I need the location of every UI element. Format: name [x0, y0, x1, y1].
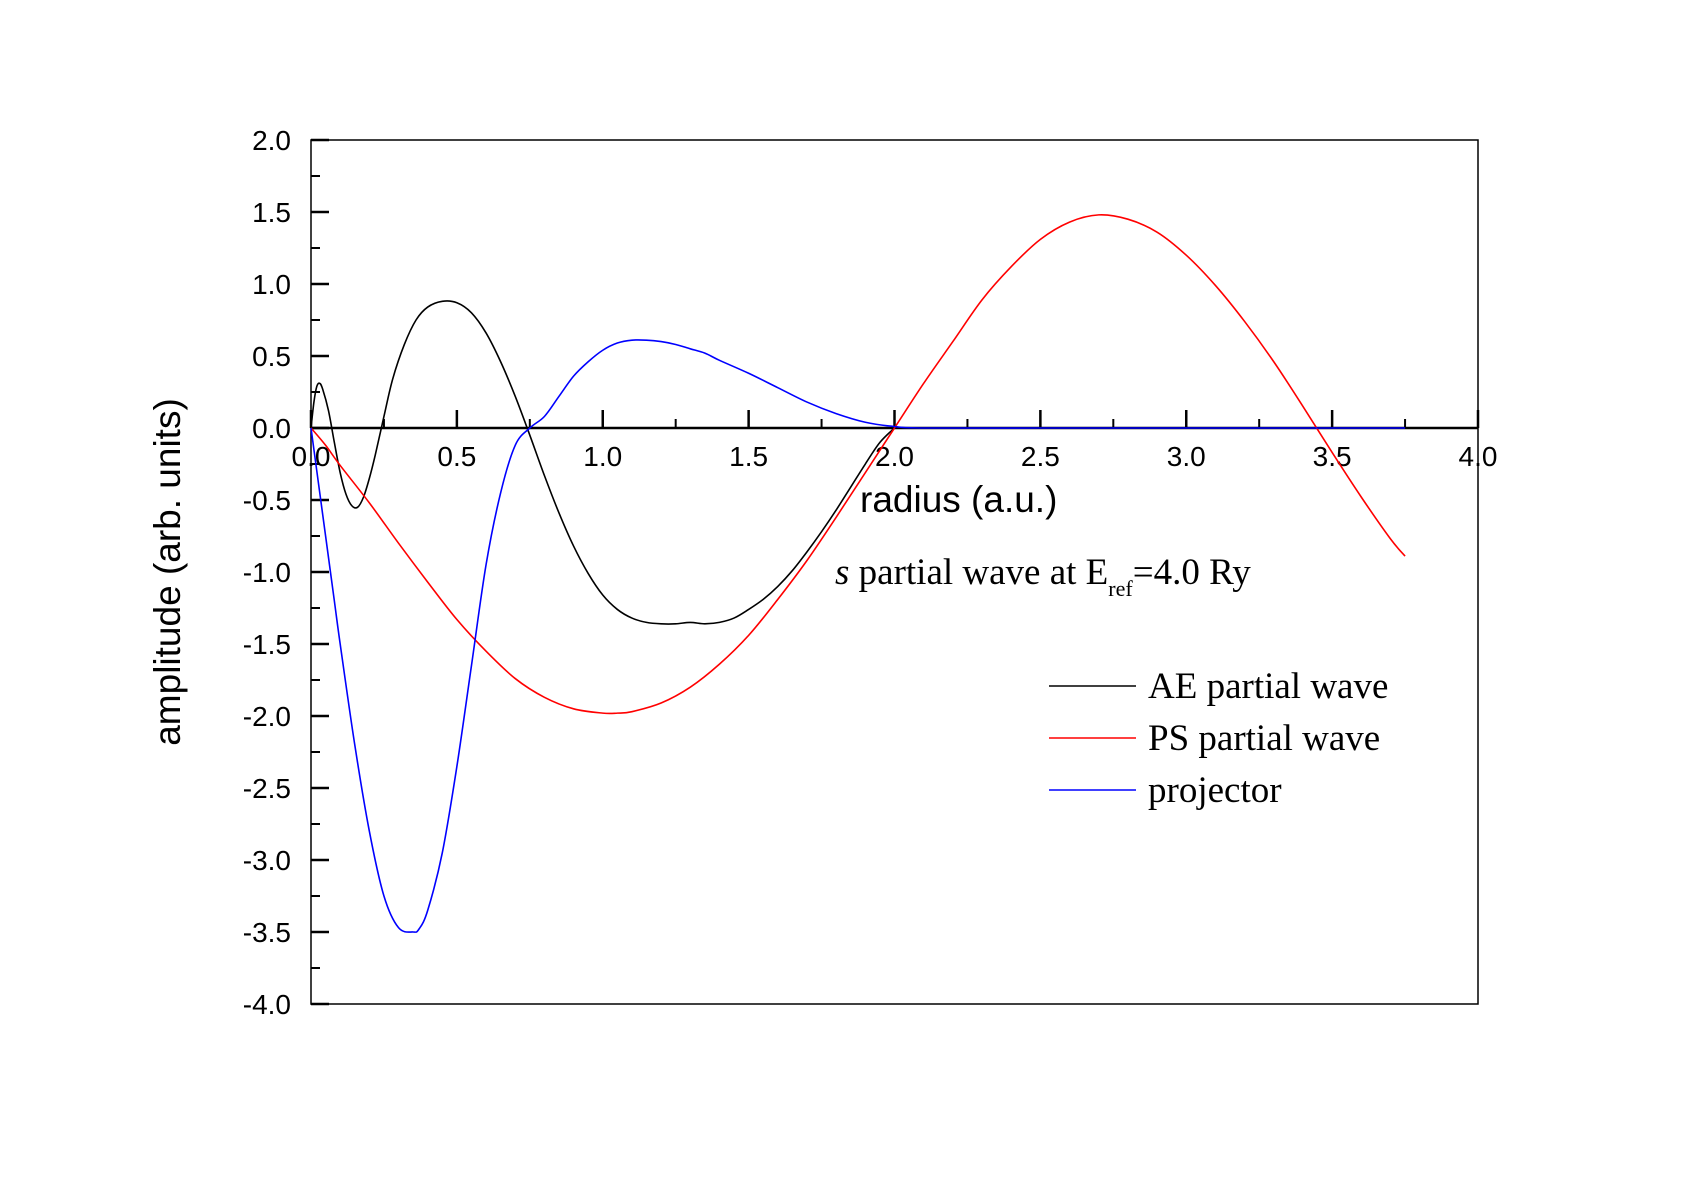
x-tick-label: 3.5 [1313, 441, 1352, 472]
x-axis-title: radius (a.u.) [860, 479, 1057, 520]
x-tick-label: 4.0 [1459, 441, 1498, 472]
x-tick-label: 0.0 [292, 441, 331, 472]
y-axis-title: amplitude (arb. units) [147, 398, 188, 746]
y-tick-label: 2.0 [252, 125, 291, 156]
x-tick-label: 0.5 [437, 441, 476, 472]
x-tick-label: 2.5 [1021, 441, 1060, 472]
x-tick-label: 1.0 [583, 441, 622, 472]
x-tick-label: 3.0 [1167, 441, 1206, 472]
x-tick-label: 1.5 [729, 441, 768, 472]
y-tick-label: 0.5 [252, 341, 291, 372]
series-line-ps-partial-wave [310, 214, 1406, 715]
y-tick-label: -3.5 [243, 917, 291, 948]
y-tick-label: 1.0 [252, 269, 291, 300]
y-tick-label: 0.0 [252, 413, 291, 444]
annotation-suffix: =4.0 Ry [1133, 552, 1252, 593]
legend: AE partial wave PS partial wave projector [1049, 666, 1388, 811]
x-axis: 0.0 0.5 1.0 1.5 2.0 2.5 3.0 3.5 4.0 [292, 410, 1498, 472]
legend-label-ps-partial-wave: PS partial wave [1148, 718, 1380, 759]
y-tick-label: -4.0 [243, 989, 291, 1020]
annotation-prefix: s [835, 552, 849, 593]
annotation-subscript: ref [1108, 576, 1133, 601]
series-layer [310, 214, 1406, 933]
legend-label-projector: projector [1148, 770, 1282, 811]
x-tick-label: 2.0 [875, 441, 914, 472]
y-tick-label: -2.0 [243, 701, 291, 732]
annotation-text: partial wave at E [849, 552, 1108, 593]
series-line-projector [310, 339, 1406, 933]
y-axis: 2.01.51.00.50.0-0.5-1.0-1.5-2.0-2.5-3.0-… [243, 125, 329, 1020]
legend-label-ae-partial-wave: AE partial wave [1148, 666, 1388, 707]
y-tick-label: -1.5 [243, 629, 291, 660]
chart-annotation: s partial wave at Eref=4.0 Ry [835, 552, 1251, 601]
y-tick-label: -3.0 [243, 845, 291, 876]
series-line-ae-partial-wave [310, 300, 896, 625]
y-tick-label: 1.5 [252, 197, 291, 228]
y-tick-label: -0.5 [243, 485, 291, 516]
y-tick-label: -1.0 [243, 557, 291, 588]
y-tick-label: -2.5 [243, 773, 291, 804]
